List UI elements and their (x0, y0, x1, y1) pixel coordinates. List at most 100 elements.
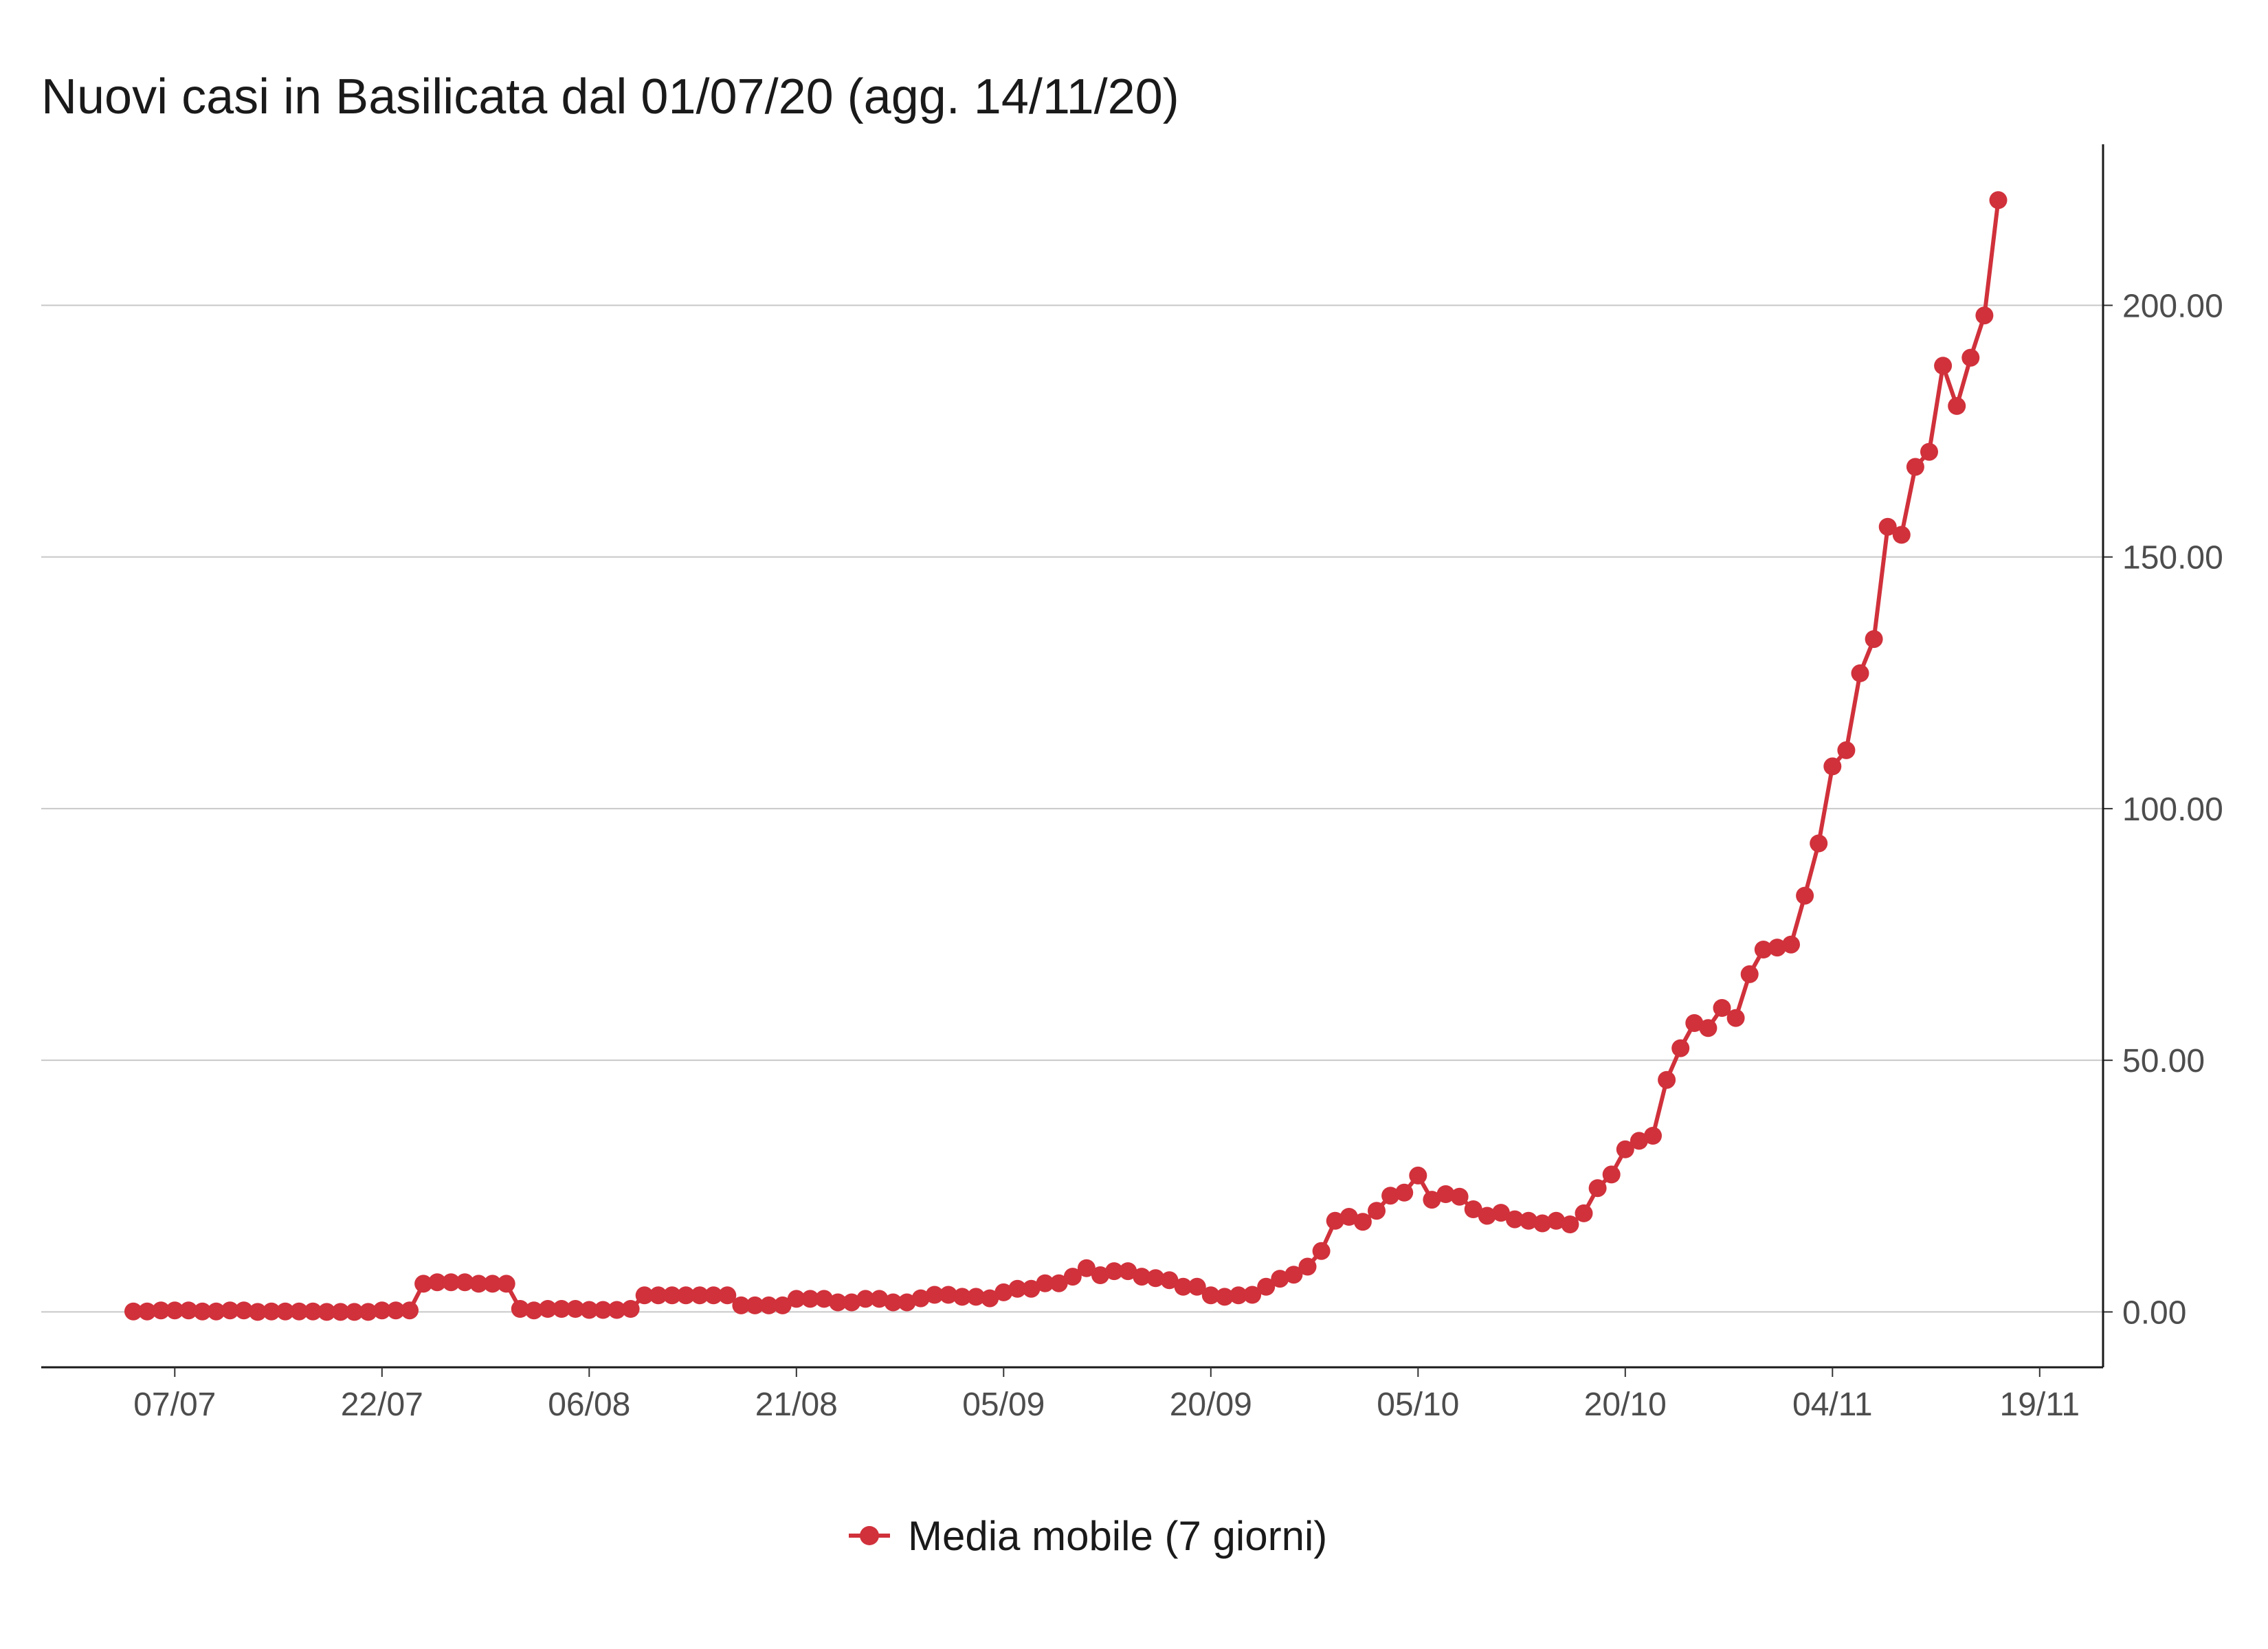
data-point (580, 1301, 599, 1319)
data-point (1713, 999, 1731, 1017)
data-point (290, 1302, 309, 1321)
data-point (193, 1302, 212, 1321)
data-point (1920, 442, 1938, 461)
data-point (1326, 1211, 1344, 1230)
data-point (152, 1301, 170, 1320)
data-point (1823, 757, 1842, 776)
data-point (635, 1286, 654, 1305)
data-point (815, 1290, 833, 1308)
data-point (1146, 1269, 1165, 1288)
data-point (276, 1302, 295, 1321)
gridlines (41, 304, 2103, 1313)
data-point (1133, 1268, 1151, 1286)
data-point (1049, 1274, 1068, 1292)
data-point (801, 1290, 819, 1308)
data-point (1491, 1204, 1510, 1222)
data-point (1878, 517, 1897, 536)
data-point (1243, 1286, 1262, 1304)
data-point (124, 1302, 142, 1321)
data-point (1602, 1165, 1621, 1184)
data-point (1230, 1286, 1247, 1305)
data-point (1989, 191, 2008, 210)
data-point (1561, 1215, 1579, 1233)
data-point (524, 1301, 543, 1320)
data-point (1892, 526, 1911, 544)
data-point (1436, 1185, 1455, 1203)
data-point (1188, 1277, 1206, 1296)
data-point (207, 1302, 225, 1321)
x-tick-label: 21/08 (755, 1387, 838, 1423)
data-point (1740, 965, 1759, 983)
data-point (1671, 1039, 1690, 1057)
data-point (1119, 1262, 1137, 1281)
data-point (911, 1289, 930, 1308)
data-point (1533, 1214, 1552, 1233)
data-point (373, 1301, 391, 1320)
data-point (1450, 1187, 1469, 1206)
x-tick-label: 05/10 (1377, 1387, 1459, 1423)
data-point (1796, 886, 1814, 905)
legend: Media mobile (7 giorni) (849, 1513, 1327, 1559)
data-point (1975, 306, 1994, 325)
data-point (1810, 834, 1828, 853)
data-point (497, 1275, 515, 1293)
x-tick-label: 19/11 (2000, 1387, 2080, 1423)
data-point (870, 1290, 889, 1308)
data-point (1520, 1211, 1538, 1230)
data-point (553, 1300, 571, 1318)
data-point (331, 1303, 350, 1321)
legend-label: Media mobile (7 giorni) (908, 1513, 1327, 1559)
data-point (1091, 1266, 1109, 1284)
data-point (248, 1303, 267, 1321)
x-tick-label: 06/08 (548, 1387, 630, 1423)
data-point (967, 1288, 986, 1306)
data-point (829, 1293, 847, 1312)
axes: 0.00 50.00 100.00 150.00 200.00 07/07 22/07 06/… (41, 144, 2223, 1423)
data-point (1575, 1204, 1593, 1222)
legend-swatch-marker (860, 1526, 879, 1545)
data-point (1105, 1262, 1124, 1281)
data-point (1036, 1274, 1054, 1292)
data-point (1961, 348, 1980, 367)
data-point (925, 1286, 944, 1304)
data-point (1285, 1266, 1303, 1284)
data-point (884, 1293, 902, 1312)
data-point (1063, 1268, 1082, 1286)
data-point (359, 1303, 377, 1321)
data-point (759, 1296, 778, 1314)
data-point (1160, 1271, 1179, 1290)
data-point (1395, 1183, 1414, 1202)
data-point (1506, 1210, 1524, 1229)
data-point (1381, 1187, 1400, 1205)
data-point (1022, 1279, 1041, 1298)
data-point (843, 1293, 861, 1312)
data-point (1588, 1179, 1607, 1198)
data-point (1630, 1132, 1648, 1150)
data-point (1726, 1009, 1745, 1027)
data-point (1658, 1070, 1676, 1089)
data-point (1298, 1257, 1317, 1276)
series-line (133, 199, 2001, 1314)
data-point (1547, 1211, 1566, 1230)
data-point (345, 1303, 364, 1321)
data-point (621, 1300, 640, 1318)
data-point (1464, 1200, 1482, 1218)
data-point (179, 1301, 198, 1320)
data-point (939, 1286, 957, 1304)
data-point (691, 1286, 709, 1305)
data-point (1948, 396, 1966, 415)
y-tick-label: 50.00 (2122, 1043, 2205, 1079)
data-point (1865, 630, 1883, 649)
data-point (1008, 1279, 1027, 1298)
data-point (221, 1301, 239, 1320)
data-point (386, 1301, 405, 1320)
data-point (566, 1300, 585, 1318)
data-point (594, 1301, 612, 1319)
data-point (469, 1275, 488, 1293)
data-point (414, 1275, 433, 1293)
data-point (1257, 1277, 1276, 1296)
data-point (456, 1273, 474, 1292)
data-point (1644, 1127, 1662, 1145)
data-point (166, 1301, 184, 1320)
